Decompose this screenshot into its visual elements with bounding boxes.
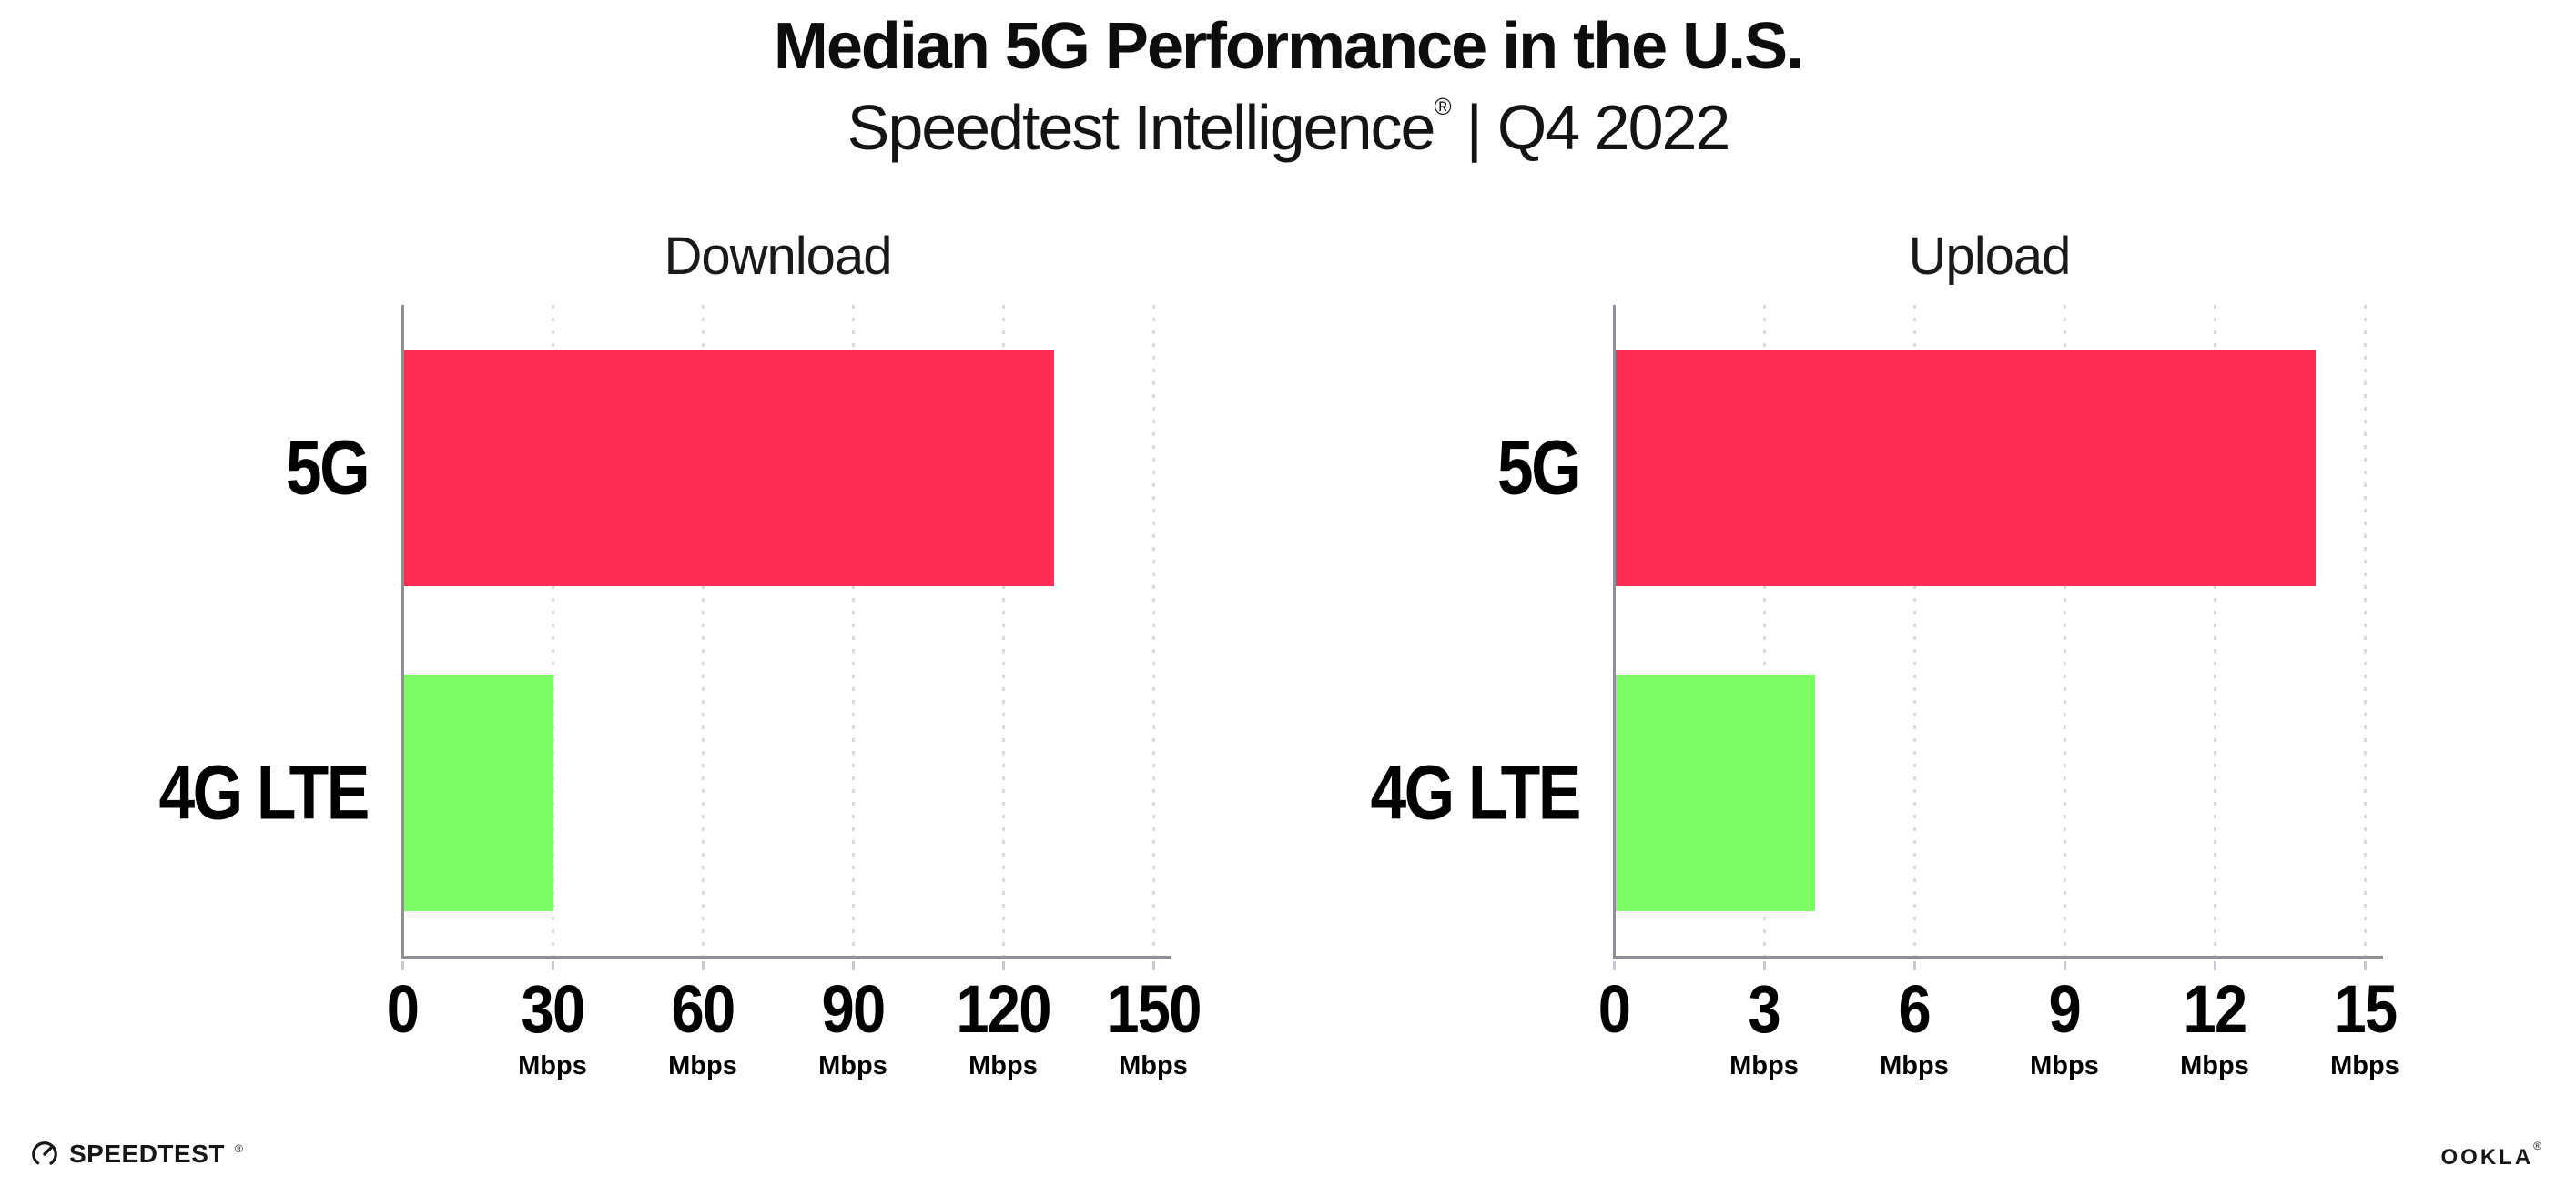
category-label-5g: 5G — [1496, 424, 1582, 511]
axis-tickmark-6 — [1913, 961, 1916, 970]
x-tick-value: 0 — [1597, 971, 1631, 1047]
x-tick-label-60: 60 Mbps — [667, 976, 738, 1081]
bar-row-5g: 5G — [286, 305, 1153, 631]
category-label-5g: 5G — [285, 424, 370, 511]
x-tick-label-30: 30 Mbps — [517, 976, 588, 1081]
registered-trademark-symbol: ® — [1434, 93, 1451, 120]
x-tick-value: 6 — [1898, 971, 1932, 1047]
gridline-6 — [1913, 305, 1916, 956]
bar-rows: 5G 4G LTE — [1371, 305, 2365, 957]
x-tick-value: 9 — [2048, 971, 2082, 1047]
x-tick-value: 30 — [521, 971, 586, 1047]
ookla-wordmark: OOKLA — [2440, 1145, 2534, 1170]
x-tick-unit: Mbps — [1119, 1051, 1188, 1080]
x-tick-label-3: 3 Mbps — [1729, 976, 1799, 1081]
x-tick-label-120: 120 Mbps — [949, 976, 1056, 1081]
bar-4g-lte — [1615, 675, 1815, 912]
axis-tickmark-0 — [401, 961, 404, 970]
speedtest-logo: SPEEDTEST ® — [30, 1140, 243, 1169]
x-tick-value: 150 — [1106, 971, 1202, 1047]
axis-tickmark-15 — [2364, 961, 2367, 970]
gridline-12 — [2214, 305, 2216, 956]
axis-tickmark-90 — [852, 961, 855, 970]
bar-4g-lte — [403, 675, 553, 912]
speedtest-gauge-icon — [32, 1141, 57, 1167]
x-tick-unit: Mbps — [2180, 1051, 2249, 1080]
x-tick-value: 0 — [386, 971, 420, 1047]
x-tick-value: 90 — [821, 971, 887, 1047]
x-tick-unit: Mbps — [2030, 1051, 2099, 1080]
bar-5g — [1615, 349, 2316, 586]
x-tick-label-90: 90 Mbps — [817, 976, 888, 1081]
x-tick-value: 60 — [671, 971, 736, 1047]
x-tick-unit: Mbps — [969, 1051, 1038, 1080]
download-chart: Download 5G 4G LTE 0 30 Mbps 60 Mbps 90 Mbps 120… — [159, 0, 1202, 1197]
chart-title: Download — [664, 227, 893, 286]
gridline-15 — [2364, 305, 2367, 956]
subtitle-divider: | — [1465, 92, 1483, 163]
axis-tickmark-3 — [1763, 961, 1766, 970]
x-tick-label-150: 150 Mbps — [1100, 976, 1206, 1081]
x-tick-unit: Mbps — [2330, 1051, 2399, 1080]
x-tick-label-9: 9 Mbps — [2030, 976, 2099, 1081]
bar-row-5g: 5G — [1497, 305, 2365, 631]
x-tick-labels: 0 3 Mbps 6 Mbps 9 Mbps 12 Mbps 15 Mbps — [1598, 976, 2399, 1121]
x-tick-unit: Mbps — [518, 1051, 587, 1080]
gridline-9 — [2064, 305, 2066, 956]
subtitle-product: Speedtest Intelligence — [847, 92, 1436, 163]
x-tick-unit: Mbps — [1880, 1051, 1949, 1080]
x-tick-unit: Mbps — [1729, 1051, 1799, 1080]
bar-row-4g-lte: 4G LTE — [159, 631, 1153, 957]
bar-row-4g-lte: 4G LTE — [1371, 631, 2365, 957]
upload-chart: Upload 5G 4G LTE 0 3 Mbps 6 Mbps 9 Mbps 12 Mbps 15… — [1371, 0, 2399, 1197]
x-tick-unit: Mbps — [668, 1051, 737, 1080]
gridline-60 — [702, 305, 705, 956]
x-tick-label-15: 15 Mbps — [2329, 976, 2400, 1081]
x-axis-line — [1613, 956, 2383, 959]
page-title: Median 5G Performance in the U.S. — [773, 10, 1804, 83]
x-tick-value: 15 — [2333, 971, 2399, 1047]
gridline-30 — [552, 305, 554, 956]
ookla-logo: OOKLA® — [2440, 1140, 2544, 1171]
plot-area: 5G 4G LTE — [159, 305, 1171, 970]
axis-tickmark-60 — [702, 961, 705, 970]
x-tick-value: 3 — [1748, 971, 1781, 1047]
ookla-trademark-symbol: ® — [2533, 1140, 2544, 1152]
axis-tickmark-12 — [2214, 961, 2216, 970]
chart-title: Upload — [1908, 227, 2072, 286]
x-tick-label-6: 6 Mbps — [1880, 976, 1949, 1081]
category-label-4g-lte: 4G LTE — [1370, 749, 1582, 836]
x-tick-label-12: 12 Mbps — [2179, 976, 2250, 1081]
speedtest-wordmark: SPEEDTEST — [69, 1140, 225, 1168]
axis-tickmark-150 — [1152, 961, 1155, 970]
x-tick-labels: 0 30 Mbps 60 Mbps 90 Mbps 120 Mbps 150 Mbps — [387, 976, 1202, 1121]
gridline-90 — [852, 305, 855, 956]
x-tick-label-0: 0 — [384, 976, 420, 1043]
gridline-3 — [1763, 305, 1766, 956]
subtitle-period: Q4 2022 — [1496, 92, 1731, 163]
x-tick-value: 12 — [2183, 971, 2248, 1047]
axis-tickmark-120 — [1002, 961, 1005, 970]
speedtest-trademark-symbol: ® — [234, 1142, 243, 1155]
axis-tickmark-9 — [2064, 961, 2066, 970]
x-tick-label-0: 0 — [1596, 976, 1631, 1043]
x-axis-line — [401, 956, 1171, 959]
bar-rows: 5G 4G LTE — [159, 305, 1153, 957]
subtitle: Speedtest Intelligence® | Q4 2022 — [0, 91, 2576, 164]
bar-5g — [403, 349, 1054, 586]
gridline-120 — [1002, 305, 1005, 956]
x-tick-unit: Mbps — [818, 1051, 887, 1080]
axis-tickmark-0 — [1613, 961, 1616, 970]
y-axis-line — [401, 305, 404, 956]
y-axis-line — [1613, 305, 1616, 956]
category-label-4g-lte: 4G LTE — [158, 749, 370, 836]
gridline-150 — [1152, 305, 1155, 956]
plot-area: 5G 4G LTE — [1371, 305, 2383, 970]
axis-tickmark-30 — [552, 961, 554, 970]
x-tick-value: 120 — [956, 971, 1051, 1047]
